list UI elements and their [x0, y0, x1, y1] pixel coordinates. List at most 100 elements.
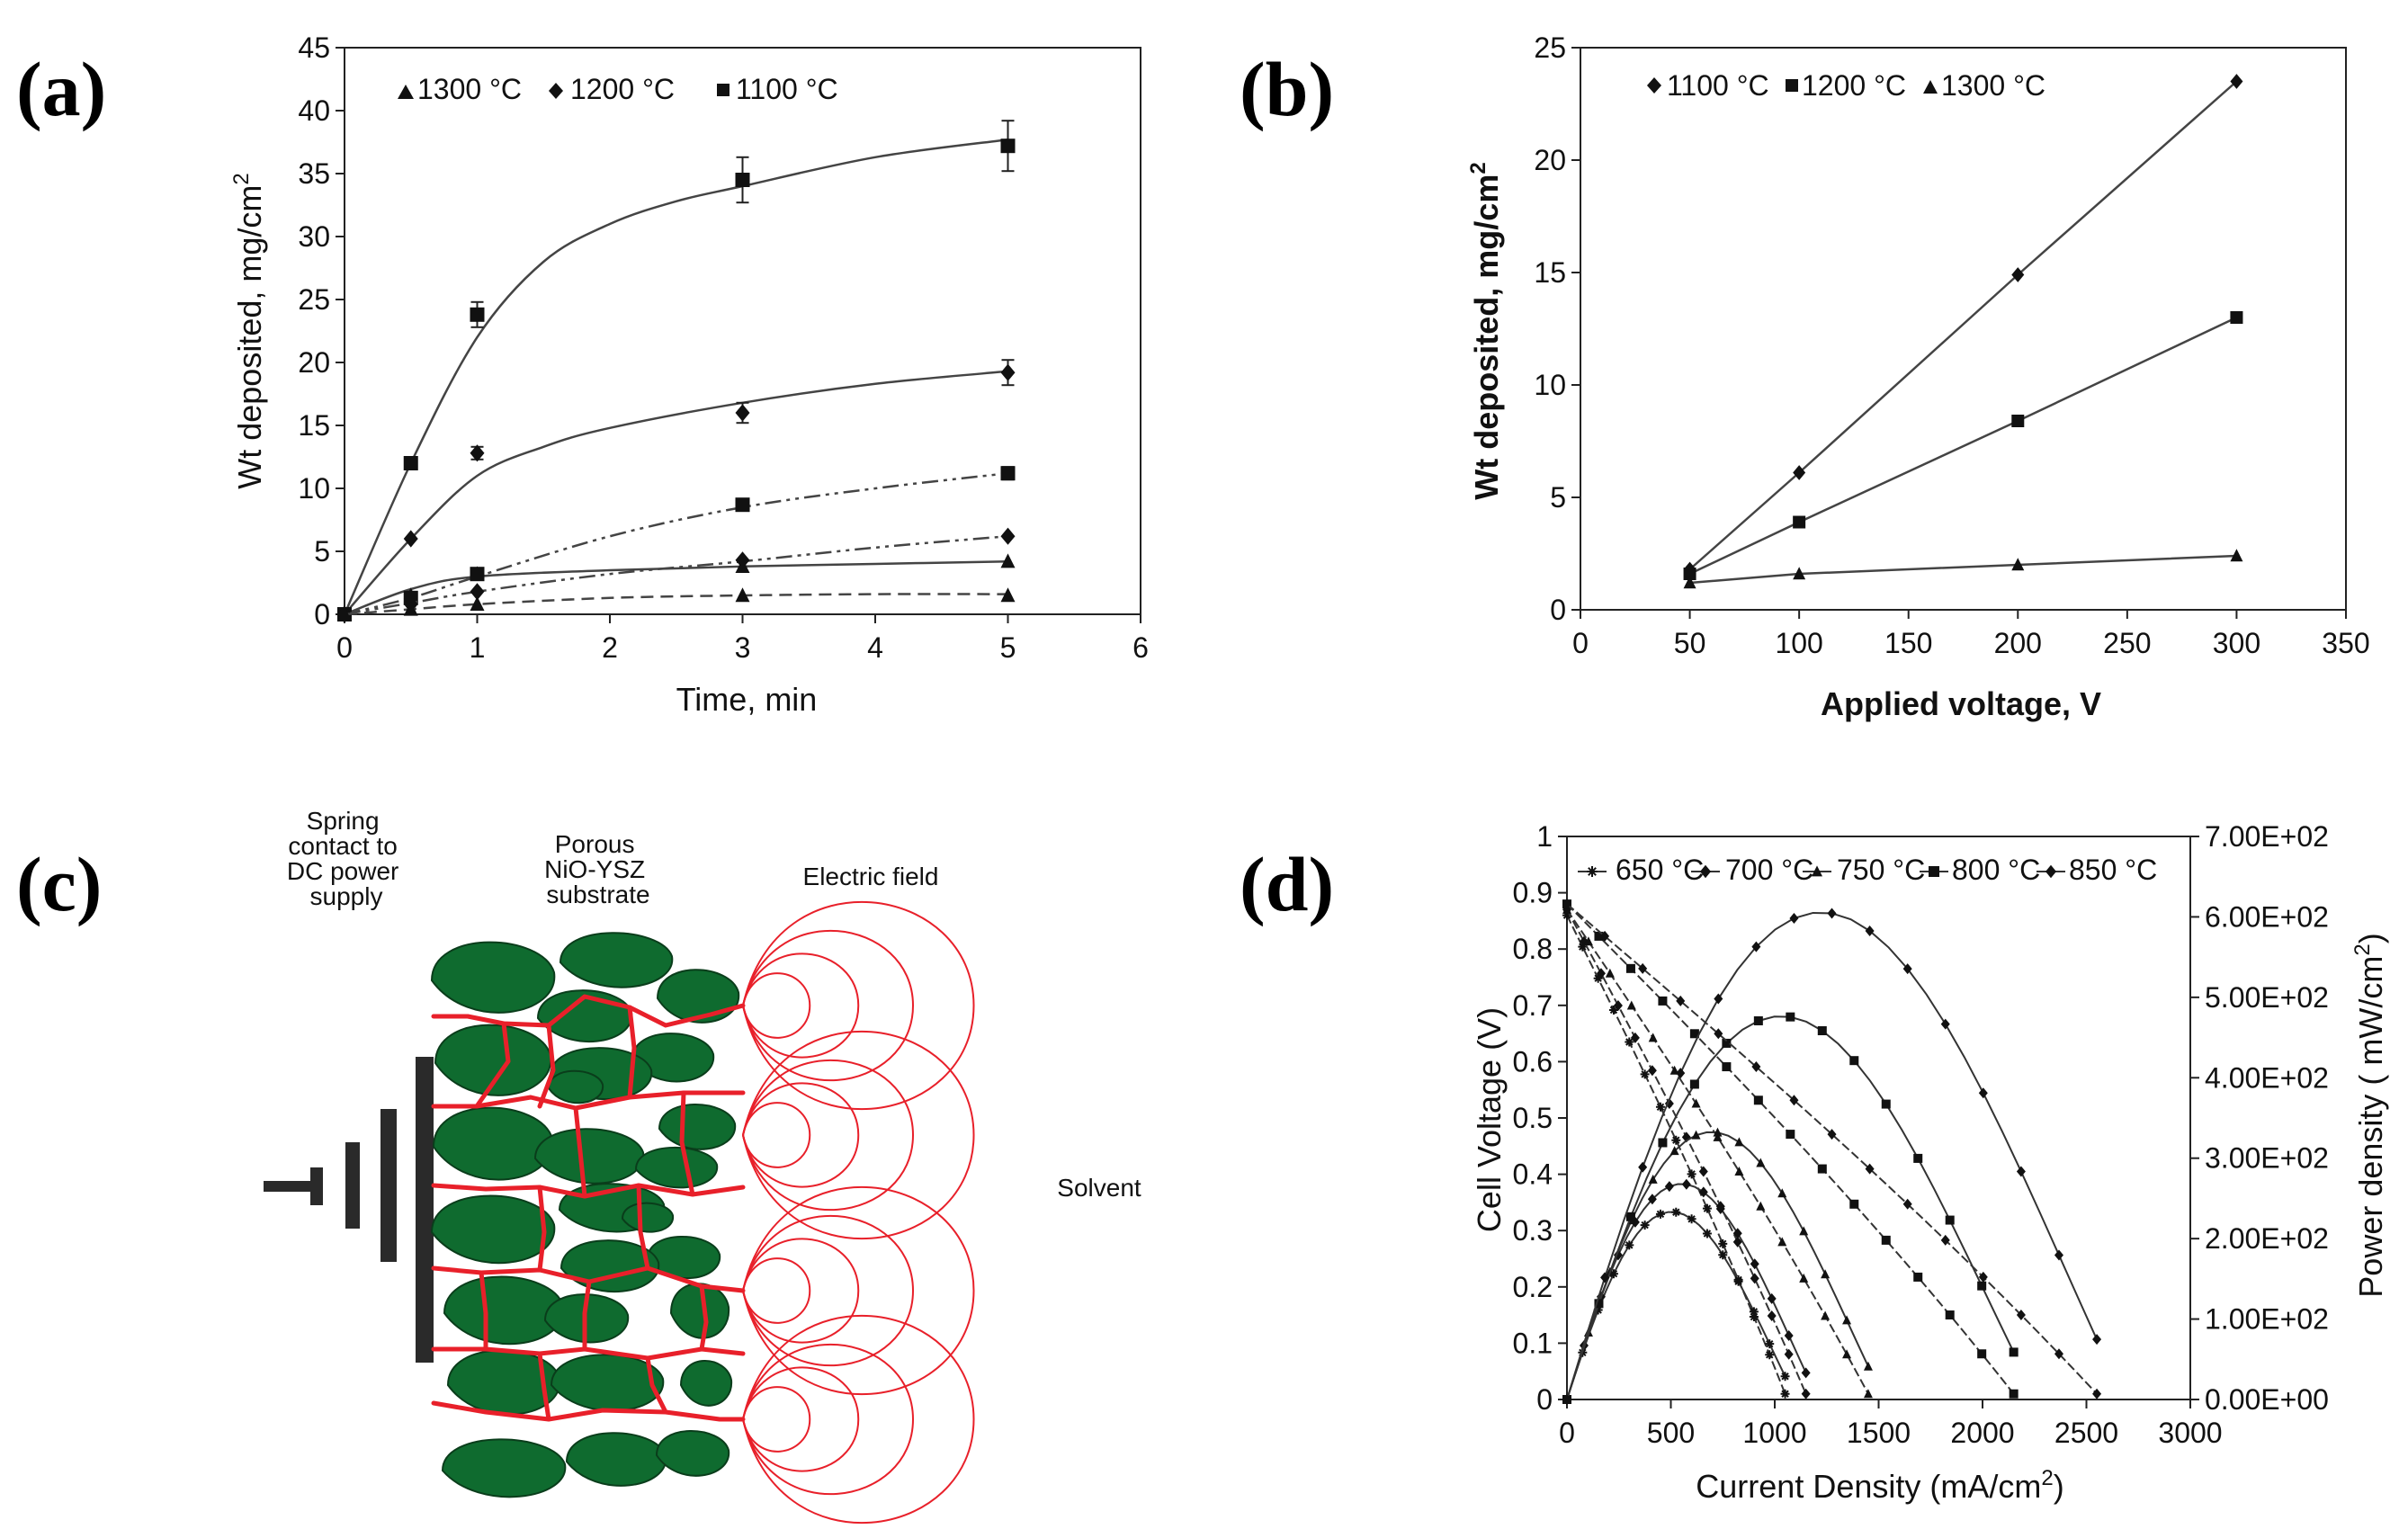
legend-d-marker	[1700, 864, 1711, 879]
series-d-1-vpoint	[1750, 1273, 1759, 1284]
legend-d-750: 750 °C	[1837, 854, 1925, 886]
y-tick-label: 0.3	[1513, 1214, 1553, 1247]
y-tick-label: 0.2	[1513, 1271, 1553, 1303]
y-tick-label: 15	[298, 409, 330, 442]
series-d-1-vpoint	[1801, 1388, 1811, 1399]
particle-6	[432, 1106, 554, 1181]
y-tick-label: 0.7	[1513, 989, 1553, 1022]
series-d-2-ppoint	[1669, 1146, 1679, 1156]
series-d-4-ppoint	[1751, 941, 1761, 952]
series-a-5-point	[403, 601, 418, 616]
series-d-3-ppoint	[2009, 1347, 2019, 1357]
x-tick-label: 200	[1994, 627, 2042, 659]
series-d-3-ppoint	[1658, 1138, 1668, 1148]
y-tick-label: 20	[1534, 144, 1566, 176]
series-d-1-ppoint	[1647, 1194, 1657, 1205]
y-tick-label: 1	[1536, 820, 1553, 853]
legend-d-marker	[1929, 866, 1939, 877]
y-tick-label: 45	[298, 31, 330, 64]
x-tick-label: 150	[1884, 627, 1932, 659]
chart-a-ylabel: Wt deposited, mg/cm2	[229, 173, 268, 488]
series-d-4-vpoint	[1978, 1271, 1988, 1283]
series-a-0-line	[343, 138, 1008, 615]
series-d-2-vpoint	[1863, 1389, 1873, 1399]
series-d-1-vpoint	[1732, 1236, 1742, 1247]
series-d-1-ppoint	[1664, 1181, 1674, 1193]
series-d-4-voltage	[1566, 903, 2098, 1395]
network-vein-6	[537, 1023, 556, 1109]
series-a-5-point	[470, 596, 485, 611]
field-line-0-0	[742, 900, 975, 1111]
y2-tick-label: 0.00E+00	[2205, 1383, 2329, 1416]
series-d-0-vpoint	[1765, 1350, 1775, 1360]
legend-a-1100: 1100 °C	[736, 73, 838, 105]
network-vein-8	[573, 1105, 587, 1199]
series-d-2-ppoint	[1777, 1188, 1787, 1198]
particle-8	[658, 1104, 737, 1150]
series-a-2-line	[344, 559, 1008, 616]
y-tick-label: 5	[1550, 481, 1566, 514]
y-tick-label: 35	[298, 157, 330, 190]
legend-d-marker	[1812, 865, 1822, 877]
series-d-1-ppoint	[1750, 1258, 1759, 1270]
series-d-4-ppoint	[2016, 1166, 2026, 1177]
y2-tick-label: 1.00E+02	[2205, 1303, 2329, 1336]
particle-0	[430, 941, 556, 1014]
series-d-4-vpoint	[1600, 930, 1610, 942]
particle-11	[634, 1146, 719, 1189]
x-tick-label: 300	[2213, 627, 2260, 659]
series-d-3-vpoint	[1658, 996, 1668, 1006]
series-d-1-vpoint	[1784, 1348, 1794, 1360]
substrate-label-line-1: Porous	[555, 830, 635, 858]
chart-d-y2label-end: )	[2352, 933, 2389, 943]
series-d-4-ppoint	[1940, 1018, 1950, 1030]
series-d-4-ppoint	[1714, 993, 1723, 1005]
field-line-1-2	[742, 1082, 860, 1188]
chart-b-ylabel-sup: 2	[1466, 162, 1490, 174]
series-d-1-vpoint	[1698, 1166, 1708, 1177]
substrate-label-line-3: substrate	[546, 881, 649, 908]
series-a-3-point	[735, 497, 750, 513]
chart-d-ticks: 0 500 1000 1500 2000 2500 3000 0 0.1 0.2 0.3 0.4 0.5…	[1513, 820, 2329, 1449]
series-d-0-ppoint	[1625, 1240, 1634, 1250]
chart-d-xlabel-sup: 2	[2041, 1466, 2053, 1490]
x-tick-label: 1000	[1742, 1417, 1806, 1449]
series-d-3-ppoint	[1753, 1015, 1763, 1025]
series-d-3-ppoint	[1817, 1026, 1827, 1036]
dc-electrode-icon	[264, 1057, 434, 1363]
series-d-3-vpoint	[1945, 1310, 1955, 1320]
series-d-4-ppoint	[1978, 1087, 1988, 1099]
chart-d-series	[1562, 899, 2102, 1405]
panel-label-b: (b)	[1240, 46, 1334, 132]
x-tick-label: 100	[1775, 627, 1822, 659]
network-vein-17	[479, 1270, 488, 1352]
y2-tick-label: 6.00E+02	[2205, 900, 2329, 933]
series-d-3-ppoint	[1689, 1079, 1699, 1089]
y-tick-label: 0	[1550, 594, 1566, 626]
series-d-0-vpoint	[1608, 1005, 1618, 1015]
series-b-0-point	[1793, 465, 1806, 480]
x-tick-label: 0	[1559, 1417, 1575, 1449]
x-tick-label: 1	[470, 631, 486, 664]
series-d-2-ppoint	[1648, 1174, 1658, 1184]
network-vein-11	[636, 1183, 650, 1271]
legend-d-850: 850 °C	[2069, 854, 2157, 886]
x-tick-label: 0	[336, 631, 353, 664]
series-d-2-ppoint	[1799, 1226, 1809, 1236]
series-a-5-line	[344, 593, 1008, 616]
series-d-0-vpoint	[1562, 910, 1571, 920]
series-d-4-ppoint	[2092, 1334, 2102, 1346]
x-tick-label: 4	[867, 631, 883, 664]
spring-label-line-1: Spring	[307, 807, 380, 835]
series-d-3-ppoint	[1913, 1153, 1923, 1163]
legend-b-marker-1200	[1786, 79, 1798, 92]
series-d-3-vpoint	[1625, 963, 1635, 973]
series-d-0-vpoint	[1655, 1102, 1665, 1112]
series-d-0-ppoint	[1687, 1214, 1696, 1224]
series-d-3-ppoint	[1786, 1012, 1795, 1022]
particle-22	[565, 1432, 667, 1487]
x-tick-label: 350	[2322, 627, 2369, 659]
series-b-1-point	[1683, 568, 1696, 580]
y2-tick-label: 4.00E+02	[2205, 1061, 2329, 1094]
legend-b-marker-1100	[1647, 77, 1661, 94]
